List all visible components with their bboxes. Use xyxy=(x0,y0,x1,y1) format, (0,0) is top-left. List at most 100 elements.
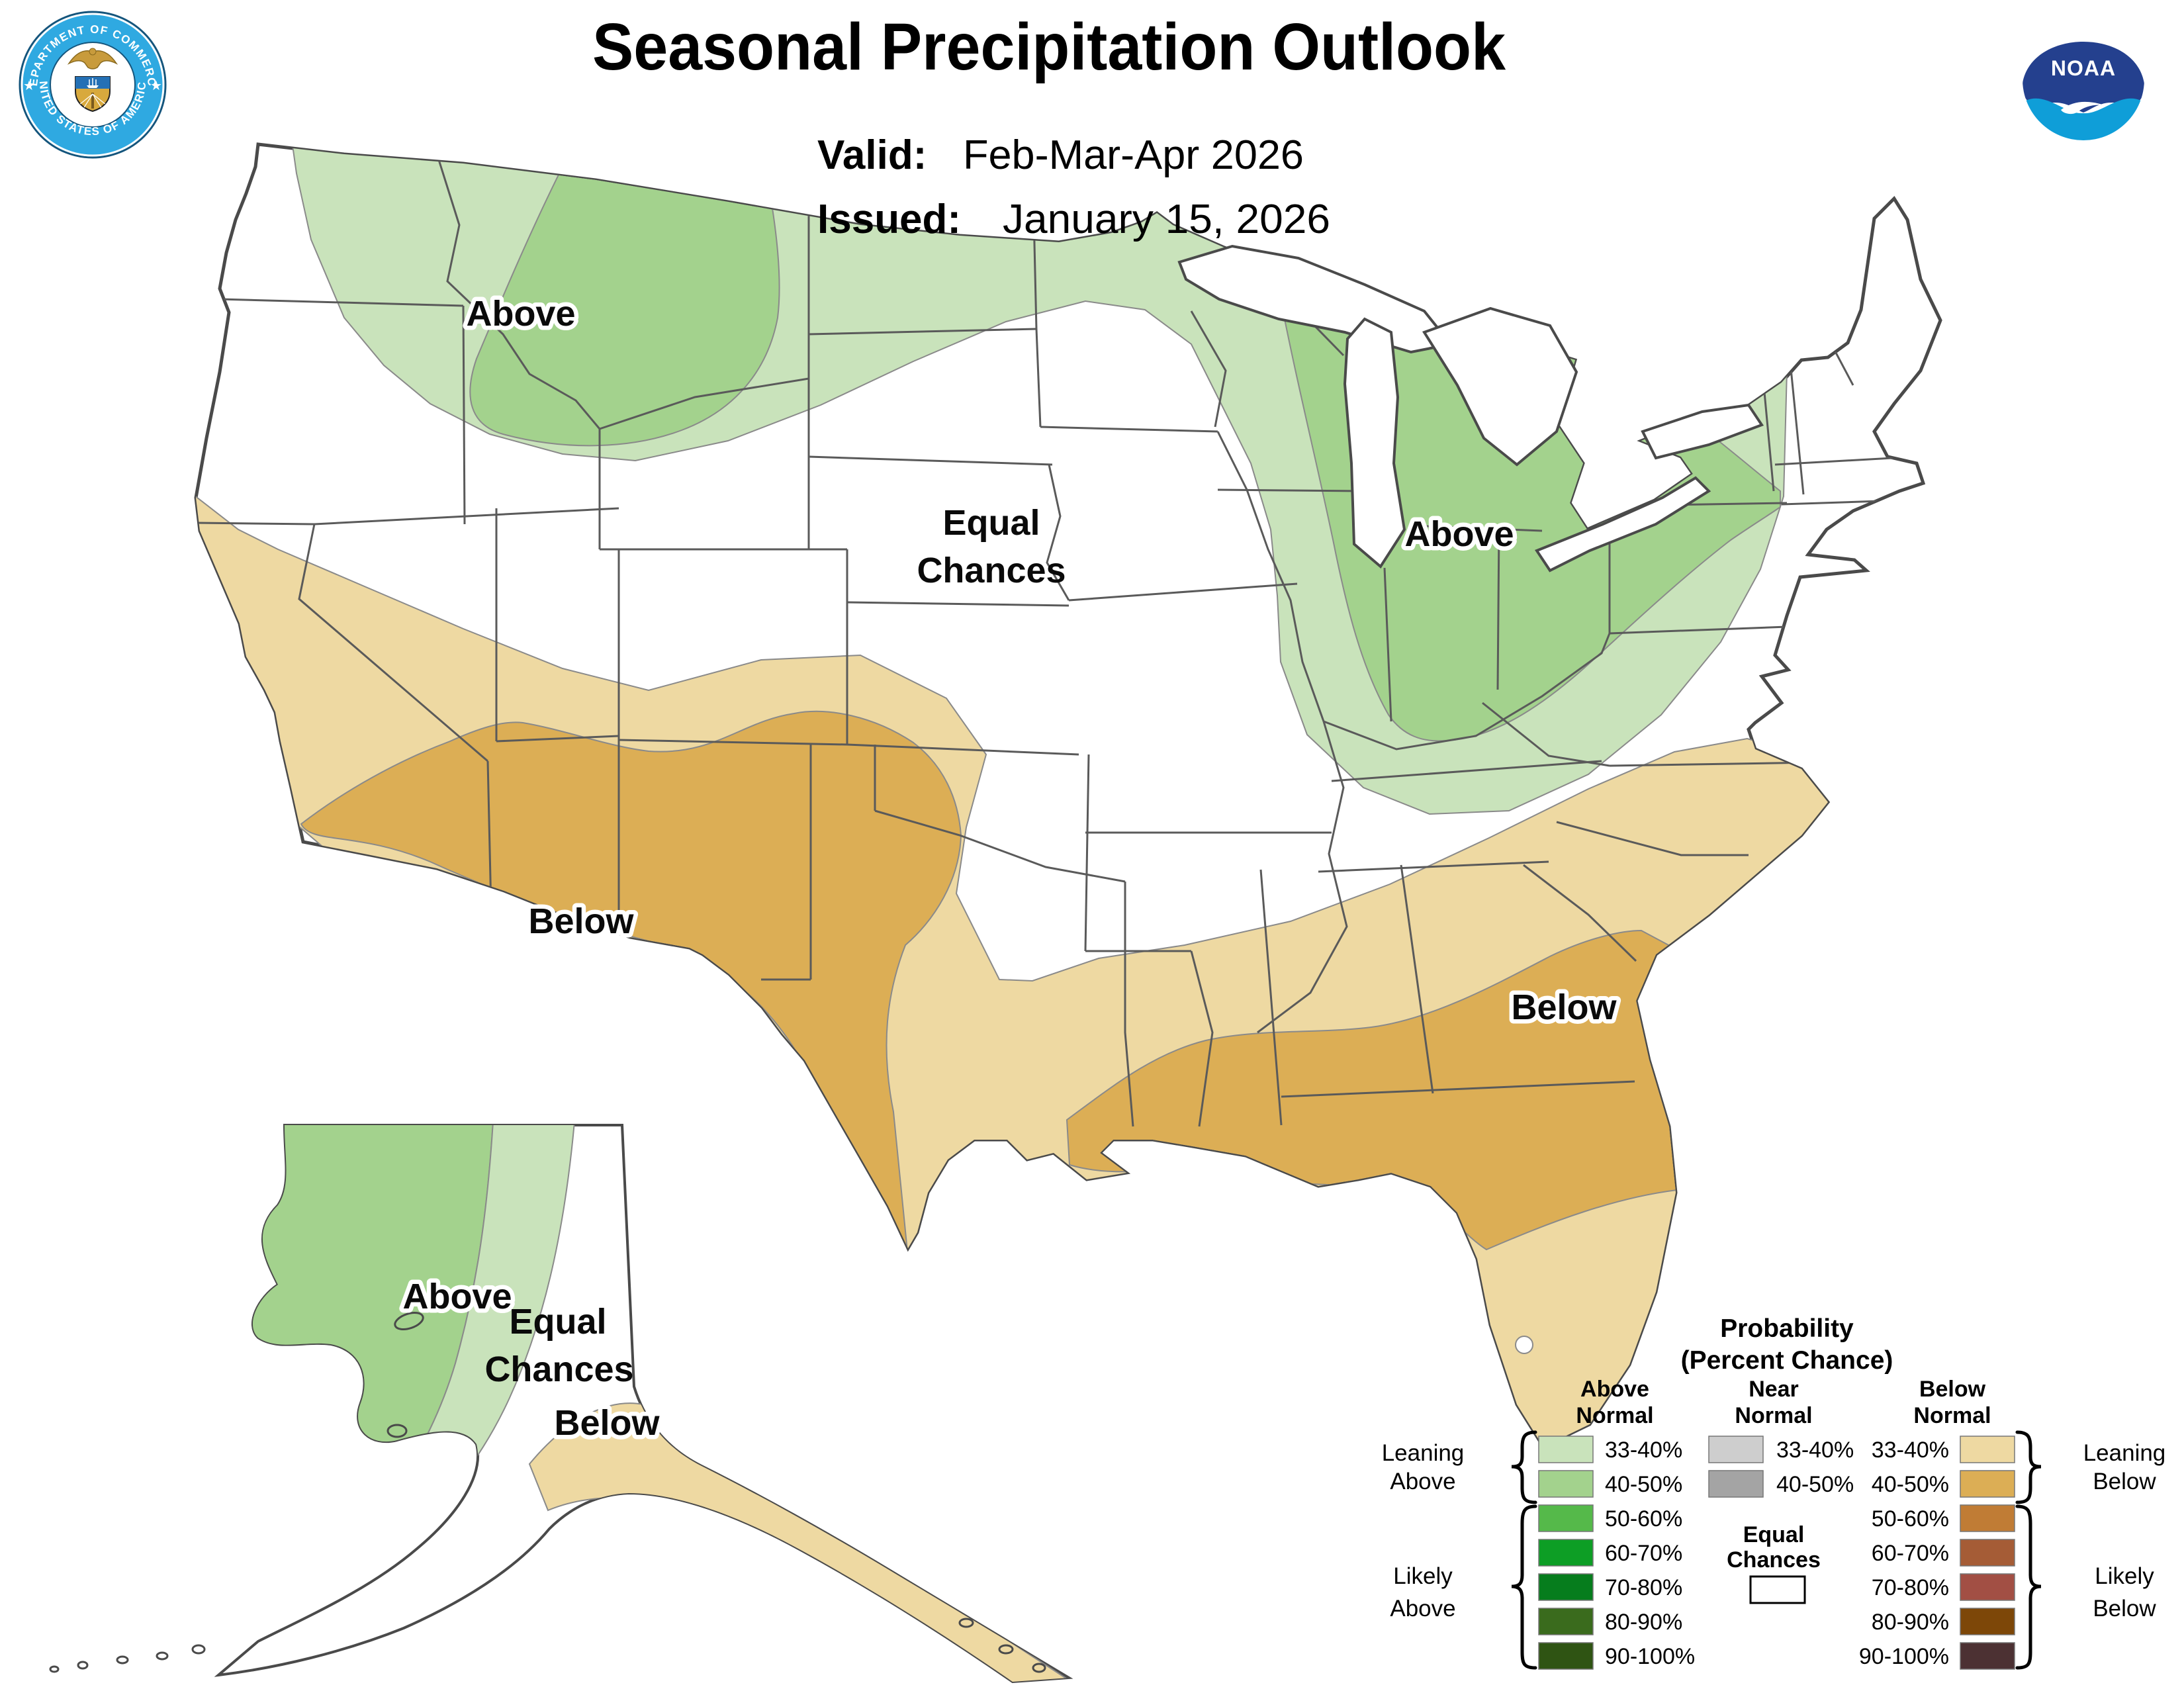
swatch-equal-chances xyxy=(1749,1575,1806,1604)
region-below-normal-40-50-southwest xyxy=(300,710,962,1258)
label-equal-chances-central-1: Equal xyxy=(942,503,1040,543)
legend-above-header-1: Above xyxy=(1580,1377,1649,1402)
legend-equal-chances-1: Equal xyxy=(1743,1522,1805,1547)
lake-superior xyxy=(1177,244,1453,354)
label-equal-chances-central-2: Chances xyxy=(917,551,1066,590)
swatch-above-60-70 xyxy=(1538,1539,1594,1567)
doc-seal: DEPARTMENT OF COMMERCE UNITED STATES OF … xyxy=(19,11,167,159)
legend-below-header-1: Below xyxy=(1919,1377,1986,1402)
swatch-near-33-40 xyxy=(1708,1436,1764,1463)
noaa-logo-upper-fan xyxy=(2023,42,2144,113)
range-above-33-40: 33-40% xyxy=(1605,1438,1682,1463)
legend-below-rows: 33-40% 40-50% 50-60% 60-70% 70-80% 80-90… xyxy=(1859,1436,2015,1670)
leaning-below-brace xyxy=(2015,1430,2042,1504)
swatch-above-80-90 xyxy=(1538,1608,1594,1635)
range-above-70-80: 70-80% xyxy=(1605,1575,1682,1600)
range-above-80-90: 80-90% xyxy=(1605,1610,1682,1635)
alaska-panhandle-islands xyxy=(958,1618,1046,1673)
range-near-33-40: 33-40% xyxy=(1776,1438,1854,1463)
noaa-logo-text: NOAA xyxy=(2051,56,2116,80)
swatch-above-50-60 xyxy=(1538,1504,1594,1532)
alaska-region-below-33-40 xyxy=(528,1402,1069,1682)
leaning-above-label-1: Leaning xyxy=(1382,1440,1465,1466)
doc-seal-ship xyxy=(87,85,99,88)
leaning-above-label-2: Above xyxy=(1390,1469,1455,1494)
range-above-60-70: 60-70% xyxy=(1605,1541,1682,1566)
aleutian-islands xyxy=(49,1644,206,1673)
valid-label: Valid: xyxy=(817,132,927,178)
swatch-above-40-50 xyxy=(1538,1470,1594,1498)
doc-seal-shield xyxy=(75,76,111,113)
swatch-below-50-60 xyxy=(1960,1504,2015,1532)
doc-seal-eagle xyxy=(67,48,118,69)
range-above-90-100: 90-100% xyxy=(1605,1644,1695,1669)
swatch-below-60-70 xyxy=(1960,1539,2015,1567)
state-borders xyxy=(196,153,1893,1127)
legend-above-header-2: Normal xyxy=(1576,1403,1653,1428)
likely-above-label-2: Above xyxy=(1390,1596,1455,1622)
label-above-midwest: Above xyxy=(1404,514,1514,554)
legend-title-line2: (Percent Chance) xyxy=(1681,1346,1893,1375)
swatch-below-90-100 xyxy=(1960,1642,2015,1670)
label-above-alaska: Above xyxy=(402,1277,512,1316)
likely-below-label-1: Likely xyxy=(2095,1563,2154,1589)
swatch-below-40-50 xyxy=(1960,1470,2015,1498)
legend-group-labels: Leaning Above Likely Above Leaning Below… xyxy=(1382,1430,2165,1670)
st-lawrence-island xyxy=(394,1312,424,1330)
swatch-near-40-50 xyxy=(1708,1470,1764,1498)
likely-below-label-2: Below xyxy=(2093,1596,2156,1622)
lake-ontario xyxy=(1641,403,1764,460)
great-lakes xyxy=(1177,244,1764,572)
likely-below-brace xyxy=(2015,1504,2042,1670)
range-above-50-60: 50-60% xyxy=(1605,1506,1682,1531)
lake-huron xyxy=(1422,306,1578,467)
lake-michigan xyxy=(1343,317,1406,569)
legend-equal-chances-2: Chances xyxy=(1727,1547,1821,1573)
range-above-40-50: 40-50% xyxy=(1605,1472,1682,1497)
label-equal-chances-alaska-1: Equal xyxy=(509,1302,606,1342)
likely-above-brace xyxy=(1511,1504,1537,1670)
leaning-below-label-2: Below xyxy=(2093,1469,2156,1494)
swatch-above-70-80 xyxy=(1538,1573,1594,1601)
region-above-normal-40-50-rockies xyxy=(469,144,780,447)
swatch-below-70-80 xyxy=(1960,1573,2015,1601)
nunivak-island xyxy=(387,1424,408,1438)
legend-above-rows: 33-40% 40-50% 50-60% 60-70% 70-80% 80-90… xyxy=(1538,1436,1695,1670)
valid-value: Feb-Mar-Apr 2026 xyxy=(963,132,1304,178)
doc-seal-outer-white-ring xyxy=(21,13,165,157)
issued-value: January 15, 2026 xyxy=(1003,197,1330,242)
lake-okeechobee xyxy=(1515,1336,1533,1354)
range-near-40-50: 40-50% xyxy=(1776,1472,1854,1497)
legend-near-rows: 33-40% 40-50% Equal Chances xyxy=(1708,1436,1854,1604)
range-below-33-40: 33-40% xyxy=(1872,1438,1949,1463)
issued-label: Issued: xyxy=(817,197,961,242)
legend-below-header-2: Normal xyxy=(1913,1403,1991,1428)
map-region-labels: Above Above Equal Chances Below Below Ab… xyxy=(398,290,1621,1447)
doc-seal-star-right: ★ xyxy=(150,79,162,93)
legend-title-line1: Probability xyxy=(1720,1314,1854,1343)
page-title: Seasonal Precipitation Outlook xyxy=(592,10,1506,84)
noaa-logo-lower-wave xyxy=(2026,98,2141,140)
swatch-above-90-100 xyxy=(1538,1642,1594,1670)
legend-near-header-2: Normal xyxy=(1735,1403,1812,1428)
swatch-below-80-90 xyxy=(1960,1608,2015,1635)
range-below-80-90: 80-90% xyxy=(1872,1610,1949,1635)
range-below-40-50: 40-50% xyxy=(1872,1472,1949,1497)
likely-above-label-1: Likely xyxy=(1393,1563,1453,1589)
noaa-logo-bird xyxy=(2061,101,2107,114)
label-below-southwest: Below xyxy=(528,901,634,941)
leaning-above-brace xyxy=(1511,1430,1537,1504)
range-below-90-100: 90-100% xyxy=(1859,1644,1949,1669)
range-below-60-70: 60-70% xyxy=(1872,1541,1949,1566)
swatch-below-33-40 xyxy=(1960,1436,2015,1463)
range-below-50-60: 50-60% xyxy=(1872,1506,1949,1531)
legend: Probability (Percent Chance) Above Norma… xyxy=(1382,1314,2165,1670)
noaa-logo: NOAA xyxy=(2023,19,2144,140)
header: Seasonal Precipitation Outlook Valid: Fe… xyxy=(592,10,1506,242)
label-above-northwest: Above xyxy=(466,294,575,334)
lake-erie xyxy=(1534,476,1711,572)
swatch-above-33-40 xyxy=(1538,1436,1594,1463)
doc-seal-star-left: ★ xyxy=(23,79,35,93)
